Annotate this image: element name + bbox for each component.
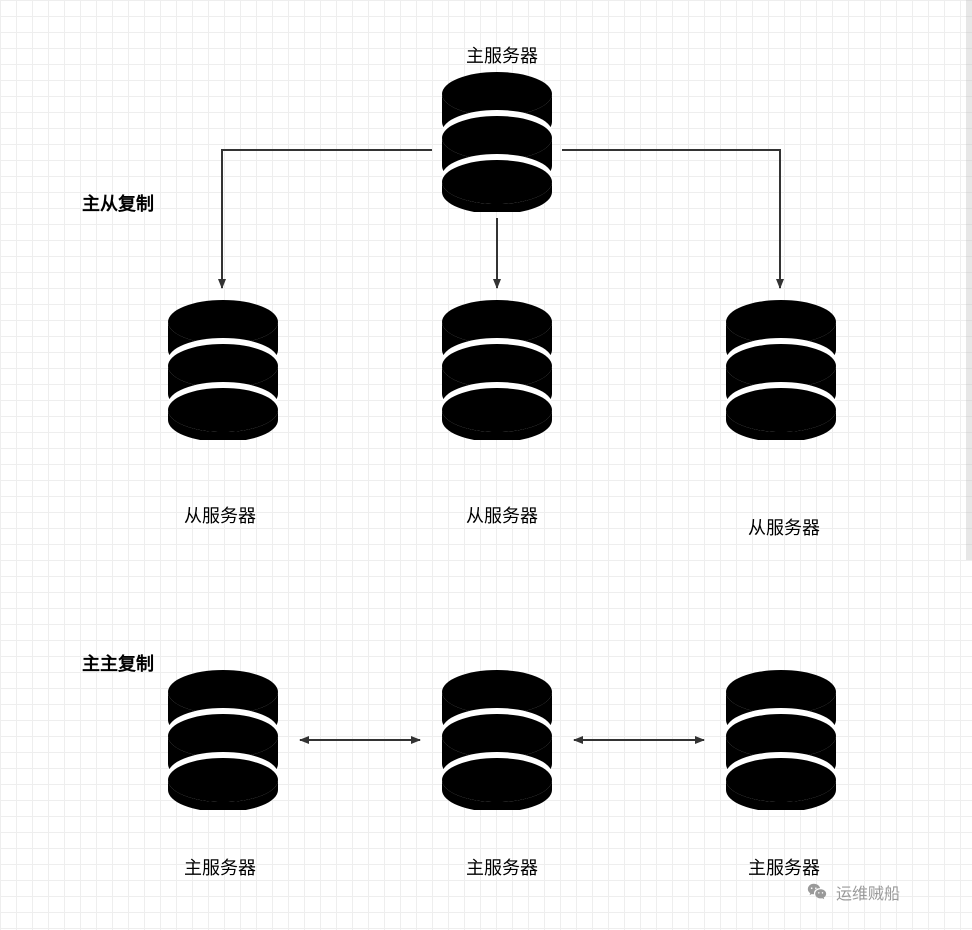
slave-label: 从服务器 <box>748 514 820 540</box>
database-icon <box>432 72 562 212</box>
master-label: 主服务器 <box>748 854 820 880</box>
scrollbar-edge <box>966 0 972 560</box>
master-label: 主服务器 <box>184 854 256 880</box>
watermark: 运维贼船 <box>806 880 900 904</box>
diagram-canvas: 主从复制 主服务器 从服务器 从服务器 从服务器 主主复制 <box>0 0 972 930</box>
database-icon <box>432 670 562 810</box>
slave-label: 从服务器 <box>466 502 538 528</box>
slave-label: 从服务器 <box>184 502 256 528</box>
database-icon <box>158 300 288 440</box>
master-label: 主服务器 <box>466 42 538 68</box>
wechat-icon <box>806 881 828 903</box>
master-label: 主服务器 <box>466 854 538 880</box>
database-icon <box>158 670 288 810</box>
section2-title: 主主复制 <box>82 650 154 676</box>
watermark-text: 运维贼船 <box>836 880 900 904</box>
database-icon <box>716 300 846 440</box>
database-icon <box>716 670 846 810</box>
section1-title: 主从复制 <box>82 190 154 216</box>
database-icon <box>432 300 562 440</box>
